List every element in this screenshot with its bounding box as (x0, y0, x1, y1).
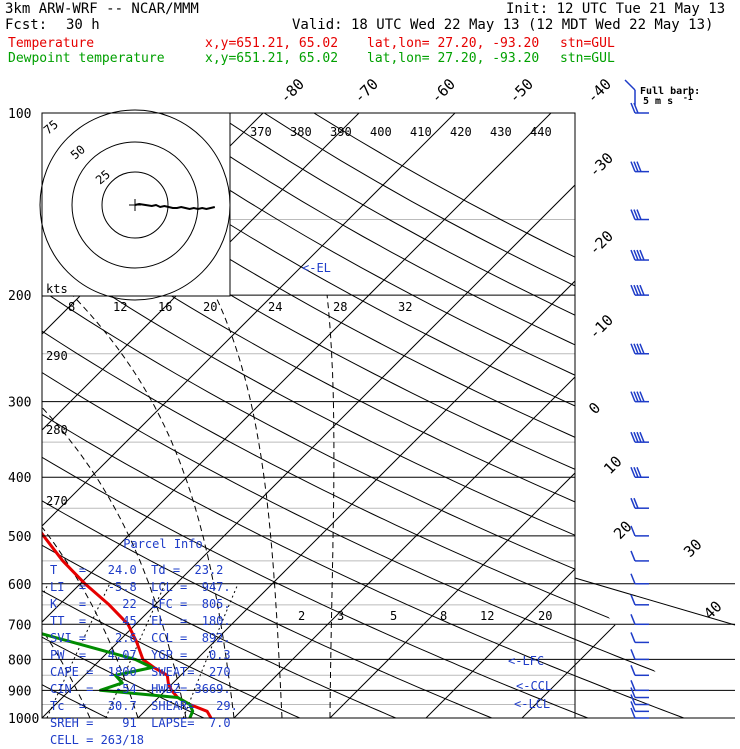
parcel-info-row: LI = -5.8 LCL = 947. (50, 579, 231, 596)
parcel-info-row: T = 24.0 Td = 23.2 (50, 562, 223, 579)
mixing-ratio-label: 20 (203, 300, 217, 314)
pressure-tick-label: 900 (8, 684, 31, 699)
wind-barb-flag (625, 80, 635, 90)
mixing-ratio-label: 8 (68, 300, 75, 314)
isotherm-label: 30 (680, 535, 706, 561)
wind-barb-flag (631, 595, 635, 605)
mixing-ratio-label: 16 (158, 300, 172, 314)
isotherm-label: 20 (610, 517, 636, 543)
parcel-info-row: Tc = 30.7 SHEAR= 29. (50, 698, 238, 715)
isotherm-label: -50 (505, 75, 537, 107)
level-marker-label: <-EL (302, 261, 331, 275)
wind-barb-flag (631, 632, 635, 642)
parcel-info-row: CIN = -54 HWBZ= 3669. (50, 681, 231, 698)
theta-label: 270 (46, 494, 68, 508)
moist-adiabat-line (327, 295, 334, 718)
theta-label: 280 (46, 423, 68, 437)
theta-label: 390 (330, 125, 352, 139)
level-marker-label: <-CCL (516, 679, 552, 693)
theta-label: 440 (530, 125, 552, 139)
parcel-info-row: SVI = 2.6 CCL = 892. (50, 630, 231, 647)
wind-barb-flag (631, 665, 635, 675)
parcel-info-row: CELL = 263/18 (50, 732, 144, 749)
isotherm-label: 40 (700, 597, 726, 623)
theta-label: 380 (290, 125, 312, 139)
mixing-ratio-label: 20 (538, 609, 552, 623)
parcel-info-row: PW = 4.07 YGP = 0.3 (50, 647, 231, 664)
theta-label: 430 (490, 125, 512, 139)
barb-legend-text: 5 m s (643, 96, 673, 107)
mixing-ratio-label: 12 (480, 609, 494, 623)
isotherm-label: -30 (585, 149, 617, 181)
isotherm-label: -60 (427, 75, 459, 107)
pressure-tick-label: 400 (8, 471, 31, 486)
isotherm-label: 0 (585, 399, 604, 418)
isotherm-label: -10 (585, 311, 617, 343)
parcel-info-row: TT = 45 EL = 180. (50, 613, 231, 630)
mixing-ratio-label: 2 (298, 609, 305, 623)
theta-label: 420 (450, 125, 472, 139)
barb-legend-exponent: -1 (683, 93, 693, 102)
isotherm-line (221, 100, 740, 731)
parcel-info-title: Parcel Info (88, 536, 238, 553)
isotherm-line (413, 100, 740, 731)
parcel-info-row: K = 22 LFC = 805. (50, 596, 231, 613)
theta-label: 400 (370, 125, 392, 139)
theta-label: 370 (250, 125, 272, 139)
pressure-tick-label: 100 (8, 107, 31, 122)
hodograph-units: kts (46, 282, 68, 296)
isotherm-label: -20 (585, 227, 617, 259)
theta-label: 290 (46, 349, 68, 363)
pressure-tick-label: 300 (8, 396, 31, 411)
mixing-ratio-label: 12 (113, 300, 127, 314)
dry-adiabat-line (264, 113, 740, 731)
pressure-tick-label: 700 (8, 618, 31, 633)
level-marker-label: <-LFC (508, 654, 544, 668)
isotherm-line (317, 100, 740, 731)
wind-barb-flag (631, 551, 635, 561)
mixing-ratio-label: 32 (398, 300, 412, 314)
pressure-tick-label: 1000 (8, 712, 39, 727)
parcel-info-row: SREH = 91 LAPSE= 7.0 (50, 715, 231, 732)
mixing-ratio-label: 8 (440, 609, 447, 623)
isotherm-line (509, 100, 740, 731)
level-marker-label: <-LCL (514, 697, 550, 711)
pressure-tick-label: 200 (8, 289, 31, 304)
isotherm-label: -40 (583, 75, 615, 107)
wind-barb-flag (631, 574, 635, 584)
mixing-ratio-label: 28 (333, 300, 347, 314)
dry-adiabat-line (215, 113, 740, 731)
isotherm-label: -70 (350, 75, 382, 107)
parcel-info-row: CAPE = 1800 SWEAT= 270 (50, 664, 231, 681)
hodograph (40, 110, 230, 300)
wind-barb-flag (631, 649, 635, 659)
dry-adiabat-line (0, 113, 37, 731)
pressure-tick-label: 800 (8, 653, 31, 668)
theta-label: 410 (410, 125, 432, 139)
wind-barb-flag (631, 614, 635, 624)
isotherm-label: 10 (600, 452, 626, 478)
mixing-ratio-label: 24 (268, 300, 282, 314)
dry-adiabat-line (165, 113, 740, 731)
isotherm-label: -80 (276, 75, 308, 107)
parcel-info-panel: Parcel Info T = 24.0 Td = 23.2 LI = -5.8… (44, 536, 234, 730)
pressure-tick-label: 600 (8, 578, 31, 593)
mixing-ratio-label: 5 (390, 609, 397, 623)
mixing-ratio-label: 3 (337, 609, 344, 623)
pressure-tick-label: 500 (8, 530, 31, 545)
dry-adiabat-line (314, 113, 740, 731)
